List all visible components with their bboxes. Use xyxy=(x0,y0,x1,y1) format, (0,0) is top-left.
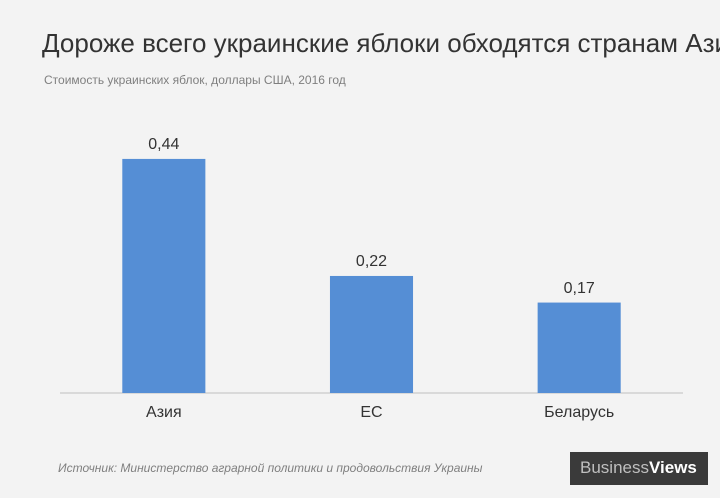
value-label: 0,17 xyxy=(564,280,595,297)
x-tick-label: Азия xyxy=(146,404,182,421)
bar xyxy=(329,275,414,393)
bar xyxy=(122,158,206,393)
logo-box xyxy=(570,452,708,485)
bar xyxy=(537,302,621,393)
logo: BusinessViews xyxy=(580,458,697,477)
source: Источник: Министерство аграрной политики… xyxy=(58,461,483,475)
x-tick-label: Беларусь xyxy=(544,404,614,421)
chart-title: Дороже всего украинские яблоки обходятся… xyxy=(42,28,720,58)
logo-part: Business xyxy=(580,458,649,477)
logo-part: Views xyxy=(649,458,697,477)
x-tick-label: ЕС xyxy=(360,404,382,421)
chart-subtitle: Стоимость украинских яблок, доллары США,… xyxy=(44,73,346,87)
value-label: 0,22 xyxy=(356,253,387,270)
value-label: 0,44 xyxy=(148,136,179,153)
